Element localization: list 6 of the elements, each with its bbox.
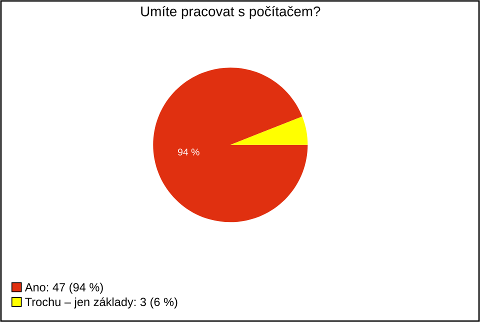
data-label: 94 % <box>178 148 200 156</box>
legend-label: Ano: 47 (94 %) <box>24 282 103 294</box>
chart-title: Umíte pracovat s počítačem? <box>141 6 320 20</box>
pie-slice <box>153 68 308 222</box>
legend-label: Trochu – jen základy: 3 (6 %) <box>25 297 178 308</box>
pie-slice <box>230 116 308 145</box>
